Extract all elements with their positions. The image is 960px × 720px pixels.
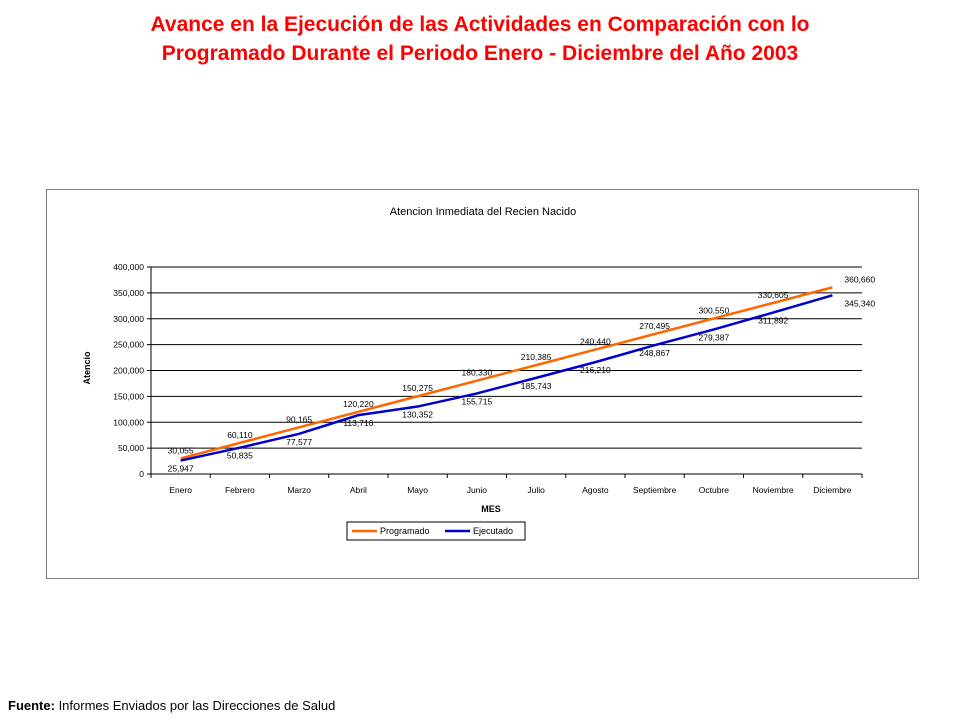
data-label-programado: 270,495 xyxy=(639,321,670,331)
data-label-ejecutado: 185,743 xyxy=(521,381,552,391)
series-lines xyxy=(180,286,833,462)
y-tick-labels: 0 50,000 100,000 150,000 200,000 250,000 300,0… xyxy=(113,262,144,479)
y-tick-label: 300,000 xyxy=(113,314,144,324)
data-label-programado: 90,165 xyxy=(286,414,312,424)
x-tick-label: Mayo xyxy=(407,485,428,495)
y-tick-label: 150,000 xyxy=(113,391,144,401)
y-axis-label: Atencio xyxy=(82,351,92,385)
x-tick-label: Noviembre xyxy=(753,485,794,495)
data-label-programado: 240,440 xyxy=(580,337,611,347)
data-labels: 30,055 60,110 90,165 120,220 150,275 180,330 2… xyxy=(168,274,876,473)
x-tick-label: Octubre xyxy=(699,485,730,495)
source-footer: Fuente: Informes Enviados por las Direcc… xyxy=(8,698,335,713)
y-tick-label: 0 xyxy=(139,469,144,479)
chart-title: Atencion Inmediata del Recien Nacido xyxy=(390,206,577,218)
data-label-ejecutado: 50,835 xyxy=(227,451,253,461)
x-tick-label: Junio xyxy=(467,485,488,495)
y-tick-label: 400,000 xyxy=(113,262,144,272)
x-axis-label: MES xyxy=(481,504,501,514)
data-label-ejecutado: 130,352 xyxy=(402,410,433,420)
source-label: Fuente: xyxy=(8,698,55,713)
data-label-ejecutado: 279,387 xyxy=(699,332,730,342)
data-label-ejecutado: 216,210 xyxy=(580,365,611,375)
y-tick-label: 100,000 xyxy=(113,417,144,427)
data-label-programado: 300,550 xyxy=(699,305,730,315)
gridlines xyxy=(147,266,863,478)
data-label-programado: 30,055 xyxy=(168,445,194,455)
data-label-programado: 180,330 xyxy=(462,368,493,378)
x-tick-label: Agosto xyxy=(582,485,609,495)
chart-frame: Atencion Inmediata del Recien Nacido Ate… xyxy=(46,189,919,579)
x-tick-label: Julio xyxy=(527,485,545,495)
data-label-ejecutado: 345,340 xyxy=(844,298,875,308)
source-text: Informes Enviados por las Direcciones de… xyxy=(54,698,336,713)
x-tick-label: Abril xyxy=(350,485,367,495)
data-label-programado: 210,385 xyxy=(521,352,552,362)
data-label-programado: 330,605 xyxy=(758,290,789,300)
slide-title: Avance en la Ejecución de las Actividade… xyxy=(20,10,940,68)
x-tick-label: Enero xyxy=(169,485,192,495)
data-label-ejecutado: 248,867 xyxy=(639,348,670,358)
data-label-ejecutado: 77,577 xyxy=(286,437,312,447)
data-label-ejecutado: 25,947 xyxy=(168,464,194,474)
legend-label-programado: Programado xyxy=(380,526,430,536)
data-label-programado: 60,110 xyxy=(227,430,253,440)
data-label-ejecutado: 311,892 xyxy=(758,316,788,326)
y-tick-label: 200,000 xyxy=(113,366,144,376)
slide-title-line-1: Avance en la Ejecución de las Actividade… xyxy=(150,13,810,36)
data-label-ejecutado: 155,715 xyxy=(462,396,493,406)
legend: Programado Ejecutado xyxy=(346,521,526,541)
data-label-programado: 360,660 xyxy=(844,274,875,284)
line-chart: Atencion Inmediata del Recien Nacido Ate… xyxy=(82,206,876,541)
y-tick-label: 250,000 xyxy=(113,340,144,350)
data-label-programado: 120,220 xyxy=(343,399,374,409)
slide-title-line-2: Programado Durante el Periodo Enero - Di… xyxy=(161,42,799,65)
x-tick-label: Diciembre xyxy=(813,485,852,495)
x-tick-label: Marzo xyxy=(287,485,311,495)
x-tick-labels: Enero Febrero Marzo Abril Mayo Junio Julio Agos… xyxy=(169,485,851,495)
x-tick-label: Febrero xyxy=(225,485,255,495)
legend-box xyxy=(346,521,526,541)
data-label-ejecutado: 113,716 xyxy=(343,418,373,428)
data-label-programado: 150,275 xyxy=(402,383,433,393)
legend-label-ejecutado: Ejecutado xyxy=(473,526,513,536)
x-tick-label: Septiembre xyxy=(633,485,677,495)
series-line-programado xyxy=(180,286,833,460)
y-tick-label: 50,000 xyxy=(118,443,144,453)
series-line-ejecutado xyxy=(180,294,833,462)
y-tick-label: 350,000 xyxy=(113,288,144,298)
